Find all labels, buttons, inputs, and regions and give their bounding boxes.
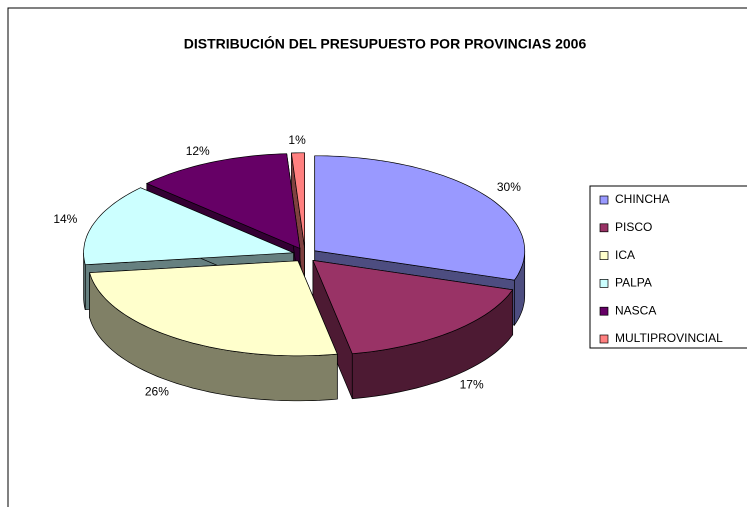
legend-label: CHINCHA [615, 192, 670, 206]
slice-top [290, 152, 305, 248]
legend-swatch [599, 251, 609, 260]
legend-label: PISCO [615, 220, 652, 234]
legend-swatch [599, 306, 609, 316]
data-label: 26% [145, 384, 169, 398]
chart-title: DISTRIBUCIÓN DEL PRESUPUESTO POR PROVINC… [184, 35, 587, 52]
data-label: 1% [288, 133, 306, 147]
slice [312, 259, 514, 400]
slice-top [89, 260, 338, 357]
slice-top [83, 187, 294, 266]
slice-top [314, 155, 526, 281]
slice-top [145, 153, 301, 250]
slice-top [312, 259, 514, 355]
legend-swatch [599, 195, 609, 205]
data-label: 12% [186, 144, 210, 158]
legend-box [589, 185, 747, 349]
legend-label: PALPA [615, 276, 652, 290]
legend-swatch [599, 279, 609, 288]
legend-label: NASCA [615, 303, 656, 317]
slice [89, 260, 338, 402]
legend-swatch [599, 334, 609, 344]
legend-label: MULTIPROVINCIAL [615, 331, 723, 345]
data-label: 17% [460, 378, 484, 392]
data-label: 30% [497, 180, 521, 194]
legend-swatch [599, 223, 609, 233]
legend-label: ICA [615, 248, 635, 262]
data-label: 14% [53, 212, 77, 226]
